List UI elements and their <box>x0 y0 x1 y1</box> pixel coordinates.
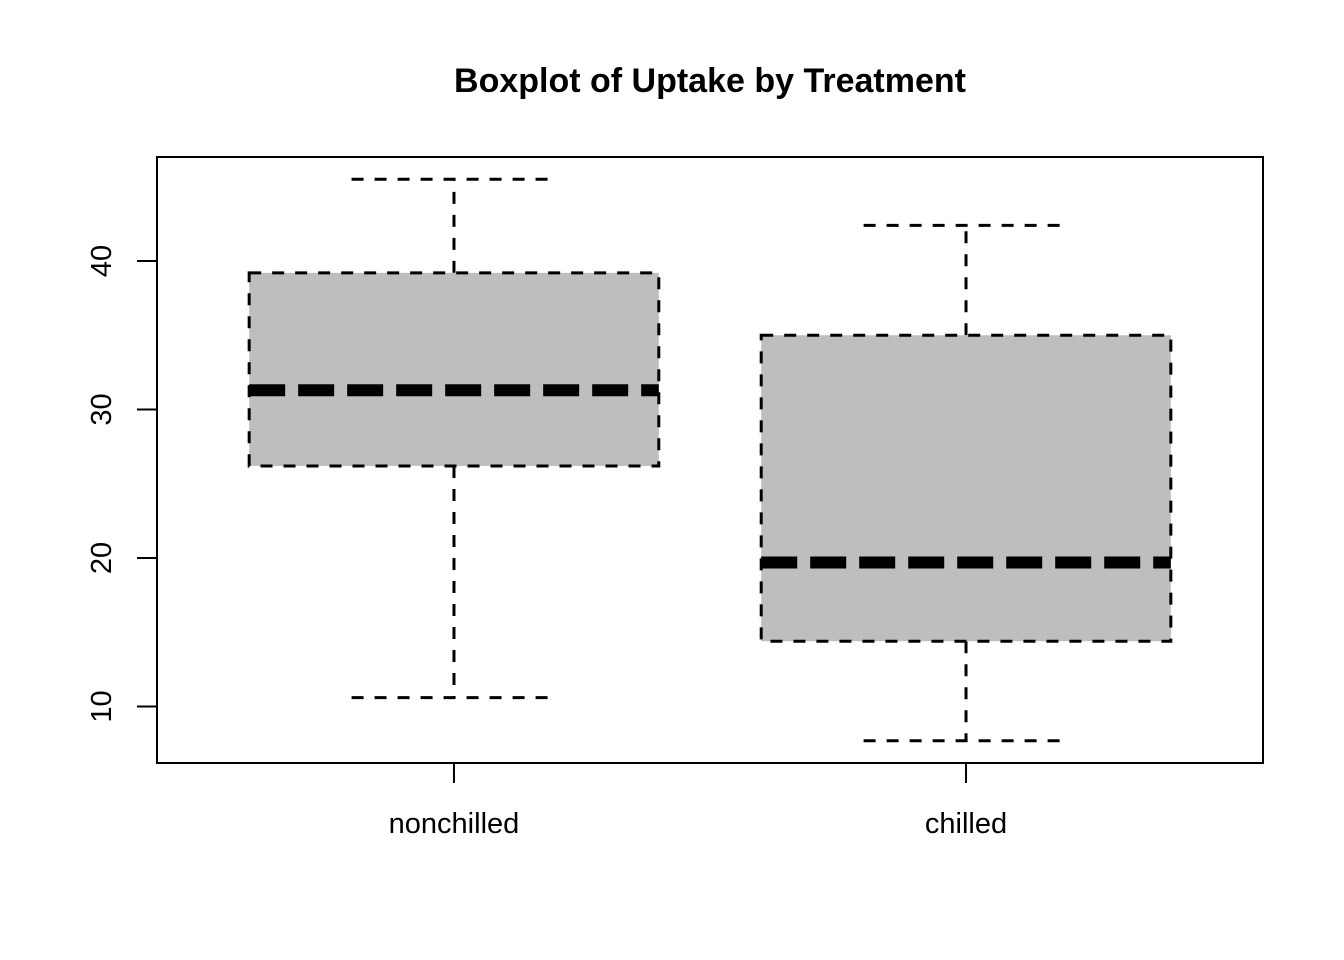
y-tick-label: 30 <box>86 393 118 425</box>
x-tick-label: chilled <box>925 808 1007 840</box>
iqr-box-outline <box>247 271 661 468</box>
y-axis: 10 20 30 40 <box>86 245 158 723</box>
box-chilled <box>759 223 1173 743</box>
boxes-group <box>247 177 1173 743</box>
x-tick-label: nonchilled <box>389 808 520 840</box>
box-nonchilled <box>247 177 661 700</box>
y-tick-label: 10 <box>86 690 118 722</box>
iqr-box-fill <box>249 272 659 466</box>
chart-title: Boxplot of Uptake by Treatment <box>454 62 966 100</box>
iqr-box-fill <box>761 335 1171 642</box>
y-tick-label: 40 <box>86 245 118 277</box>
y-tick-label: 20 <box>86 542 118 574</box>
iqr-box-outline <box>759 333 1173 643</box>
x-axis: nonchilled chilled <box>389 763 1007 840</box>
